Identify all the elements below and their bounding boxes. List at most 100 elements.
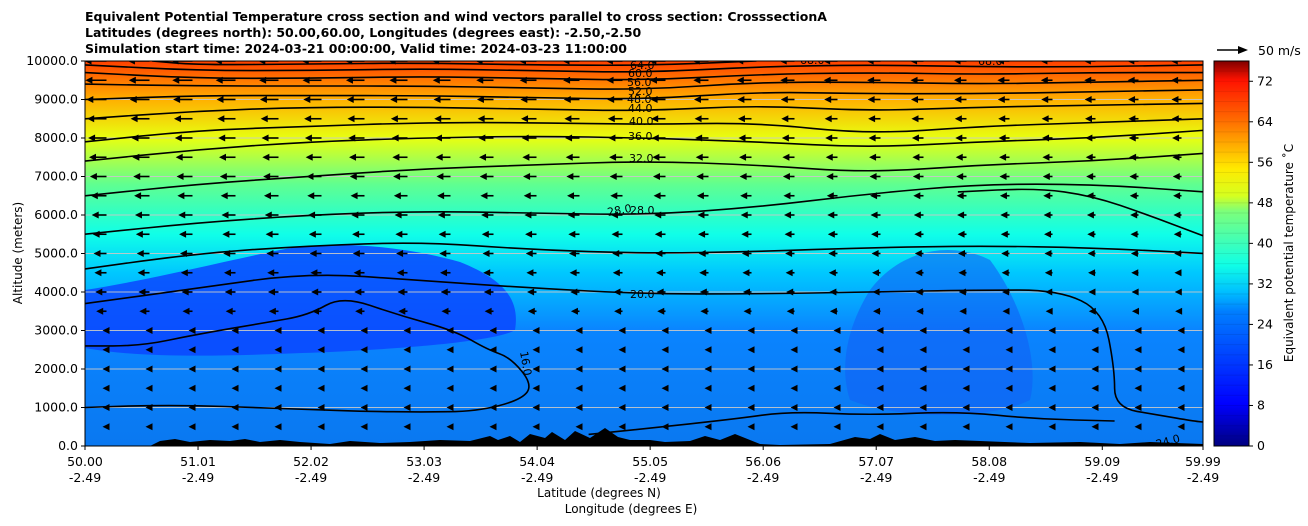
x-tick-label-longitude: -2.49 [1187,470,1219,485]
arrow-left-icon [446,346,454,354]
arrow-left-icon [389,76,397,84]
wind-vector [178,211,193,219]
wind-vector [231,365,239,373]
arrow-left-icon [1172,134,1180,142]
arrow-left-icon [479,173,487,180]
arrow-left-icon [919,404,927,411]
arrow-left-icon [96,307,104,315]
wind-vector [1131,269,1139,277]
arrow-left-icon [311,288,319,296]
arrow-left-icon [483,288,491,296]
arrow-left-icon [259,96,267,103]
wind-vector [997,96,1010,103]
wind-vector [481,211,494,219]
wind-vector [523,192,537,200]
wind-vector [441,307,451,315]
wind-vector [999,192,1010,200]
arrow-left-icon [172,76,180,84]
wind-vector [145,365,153,373]
y-tick-label: 3000.0 [34,323,78,338]
wind-vector [1001,269,1010,277]
wind-vector [919,327,927,334]
arrow-left-icon [264,211,272,219]
contour-label: 56.0 [627,76,652,89]
wind-vector [1177,346,1185,354]
contour-lines [85,61,1203,436]
arrow-left-icon [833,423,841,431]
wind-vector [827,230,838,238]
wind-vector [611,230,623,238]
wind-vector [1134,365,1142,373]
contour-line [85,79,1203,90]
arrow-left-icon [446,404,454,411]
contour-label: 36.0 [628,130,653,143]
wind-vector [134,192,150,200]
wind-vector [268,307,279,315]
arrow-left-icon [913,211,921,219]
wind-vector [218,134,236,142]
wind-vector [221,211,236,219]
arrow-left-icon [740,192,748,200]
wind-vector [145,423,153,431]
arrow-left-icon [1005,404,1013,411]
colorbar-label: Equivalent potential temperature ˚C [1281,144,1296,362]
wind-vector [605,61,623,65]
wind-vector [565,153,580,161]
arrow-left-icon [736,76,744,84]
arrow-left-icon [783,192,791,200]
arrow-left-icon [785,250,793,257]
wind-vector [833,365,841,373]
arrow-left-icon [519,61,526,65]
arrow-left-icon [360,404,368,411]
wind-vector [1005,327,1013,334]
arrow-left-icon [997,76,1005,84]
wind-vector [360,423,368,431]
arrow-left-icon [919,365,927,373]
wind-vector [1175,307,1183,315]
wind-vector [479,153,494,161]
arrow-left-icon [308,230,316,238]
wind-vector [231,346,239,354]
wind-vector [274,346,282,354]
arrow-left-icon [823,61,831,65]
wind-vector [222,230,236,238]
arrow-left-icon [1174,288,1182,296]
wind-vector [953,76,967,84]
arrow-left-icon [657,307,665,315]
arrow-left-icon [1177,404,1185,411]
wind-vector [274,384,282,392]
contour-line [85,299,530,413]
wind-vector [1040,76,1053,84]
wind-vector [219,173,236,180]
arrow-left-icon [481,230,489,238]
arrow-left-icon [1087,230,1095,238]
wind-vector [317,327,325,334]
contour-label: 44.0 [628,102,653,115]
arrow-left-icon [737,115,745,123]
arrow-left-icon [910,96,918,103]
wind-vector [739,153,752,161]
arrow-left-icon [833,384,841,392]
wind-vector [1177,327,1185,334]
arrow-left-icon [919,327,927,334]
arrow-left-icon [916,307,924,315]
arrow-left-icon [1086,211,1094,219]
arrow-left-icon [527,288,535,296]
arrow-left-icon [1085,153,1093,161]
arrow-left-icon [1087,250,1095,257]
wind-vector [480,192,494,200]
wind-vector [1005,423,1013,431]
arrow-left-icon [1091,346,1099,354]
wind-vector [912,173,924,180]
arrow-left-icon [403,423,411,431]
wind-vector [783,192,795,200]
wind-vector [826,173,838,180]
wind-vector [259,96,279,103]
arrow-left-icon [433,96,441,103]
arrow-left-icon [179,230,187,238]
wind-vector [225,307,236,315]
wind-vector [651,115,666,123]
arrow-left-icon [128,76,136,84]
wind-vector [1084,96,1096,103]
contour-line [85,71,1203,81]
